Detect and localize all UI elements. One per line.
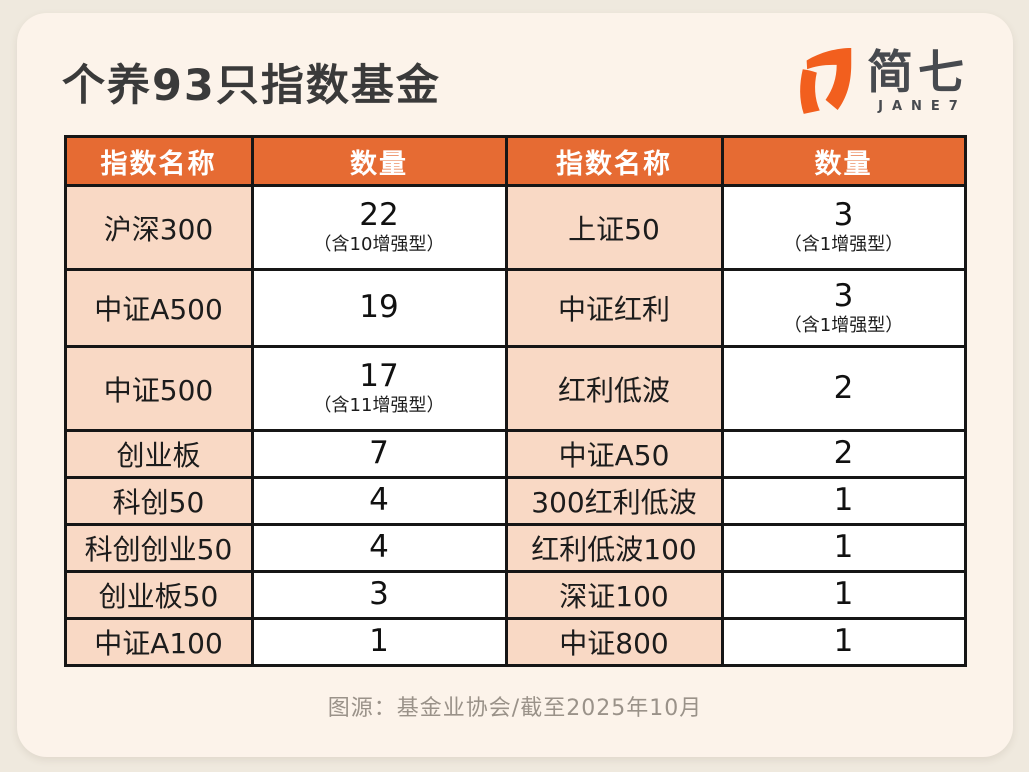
table-row: 中证A500 19 中证红利 3 （含1增强型） <box>63 268 967 348</box>
quantity-cell: 3 （含1增强型） <box>720 184 967 271</box>
quantity-note: （含11增强型） <box>313 395 445 417</box>
column-header-quantity-right: 数量 <box>720 135 967 187</box>
quantity-value: 3 <box>833 277 854 314</box>
column-header-quantity-left: 数量 <box>250 135 508 187</box>
header: 个养93只指数基金 简七 JANE7 <box>17 13 1013 125</box>
quantity-cell: 3 （含1增强型） <box>720 268 967 348</box>
jane7-logo-icon <box>800 47 852 114</box>
jane7-logo: 简七 JANE7 <box>795 39 969 117</box>
quantity-value: 7 <box>369 435 389 472</box>
table-row: 沪深300 22 （含10增强型） 上证50 3 （含1增强型） <box>63 184 967 271</box>
quantity-value: 17 <box>359 358 399 395</box>
quantity-note: （含1增强型） <box>783 234 904 256</box>
index-name-cell: 中证A100 <box>63 617 254 667</box>
quantity-cell: 1 <box>720 570 967 620</box>
quantity-cell: 7 <box>250 429 508 479</box>
table-row: 科创创业50 4 红利低波100 1 <box>63 523 967 573</box>
quantity-value: 2 <box>833 435 854 472</box>
quantity-value: 22 <box>359 197 399 234</box>
logo-name-cn: 简七 <box>867 45 969 99</box>
quantity-value: 1 <box>833 482 854 519</box>
quantity-note: （含10增强型） <box>313 234 445 256</box>
quantity-cell: 3 <box>250 570 508 620</box>
quantity-value: 3 <box>369 576 389 613</box>
quantity-value: 1 <box>369 623 389 660</box>
table-row: 科创50 4 300红利低波 1 <box>63 476 967 526</box>
quantity-value: 3 <box>833 197 854 234</box>
quantity-cell: 1 <box>250 617 508 667</box>
quantity-cell: 19 <box>250 268 508 348</box>
quantity-cell: 2 <box>720 345 967 432</box>
index-name-cell: 红利低波 <box>504 345 724 432</box>
quantity-value: 19 <box>359 289 399 326</box>
index-name-cell: 中证红利 <box>504 268 724 348</box>
index-name-cell: 科创创业50 <box>63 523 254 573</box>
source-note: 图源：基金业协会/截至2025年10月 <box>327 696 703 721</box>
quantity-cell: 1 <box>720 476 967 526</box>
quantity-cell: 22 （含10增强型） <box>250 184 508 271</box>
quantity-value: 1 <box>833 623 854 660</box>
table-header-row: 指数名称 数量 指数名称 数量 <box>63 135 967 187</box>
quantity-value: 1 <box>833 529 854 566</box>
quantity-cell: 17 （含11增强型） <box>250 345 508 432</box>
index-name-cell: 创业板50 <box>63 570 254 620</box>
quantity-value: 4 <box>369 529 389 566</box>
table-row: 中证A100 1 中证800 1 <box>63 617 967 667</box>
index-name-cell: 深证100 <box>504 570 724 620</box>
index-name-cell: 中证A50 <box>504 429 724 479</box>
fund-count-table: 指数名称 数量 指数名称 数量 沪深300 22 （含10增强型） 上证50 3… <box>63 135 967 667</box>
quantity-cell: 4 <box>250 476 508 526</box>
index-name-cell: 科创50 <box>63 476 254 526</box>
table-row: 创业板50 3 深证100 1 <box>63 570 967 620</box>
infographic-card: 个养93只指数基金 简七 JANE7 指数名称 数量 指数名称 数量 <box>17 13 1013 757</box>
quantity-value: 1 <box>833 576 854 613</box>
index-name-cell: 中证500 <box>63 345 254 432</box>
table-row: 创业板 7 中证A50 2 <box>63 429 967 479</box>
quantity-value: 2 <box>833 369 854 406</box>
index-name-cell: 创业板 <box>63 429 254 479</box>
page-title: 个养93只指数基金 <box>62 61 441 111</box>
table-row: 中证500 17 （含11增强型） 红利低波 2 <box>63 345 967 432</box>
quantity-note: （含1增强型） <box>783 314 904 336</box>
index-name-cell: 300红利低波 <box>504 476 724 526</box>
index-name-cell: 中证800 <box>504 617 724 667</box>
index-name-cell: 红利低波100 <box>504 523 724 573</box>
quantity-value: 4 <box>369 482 389 519</box>
logo-name-en: JANE7 <box>878 98 967 114</box>
quantity-cell: 4 <box>250 523 508 573</box>
column-header-index-name-left: 指数名称 <box>63 135 254 187</box>
quantity-cell: 1 <box>720 523 967 573</box>
quantity-cell: 1 <box>720 617 967 667</box>
logo-text: 简七 JANE7 <box>867 47 969 114</box>
index-name-cell: 沪深300 <box>63 184 254 271</box>
column-header-index-name-right: 指数名称 <box>504 135 724 187</box>
index-name-cell: 中证A500 <box>63 268 254 348</box>
index-name-cell: 上证50 <box>504 184 724 271</box>
quantity-cell: 2 <box>720 429 967 479</box>
